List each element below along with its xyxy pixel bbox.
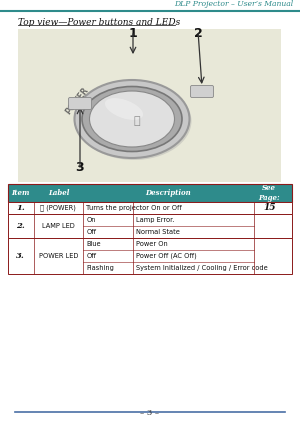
Text: 3.: 3. bbox=[16, 252, 25, 260]
Text: Power Off (AC Off): Power Off (AC Off) bbox=[136, 253, 197, 259]
Text: DLP Projector – User’s Manual: DLP Projector – User’s Manual bbox=[174, 0, 293, 8]
Text: Top view—Power buttons and LEDs: Top view—Power buttons and LEDs bbox=[18, 18, 180, 27]
Text: 2: 2 bbox=[194, 27, 202, 40]
Ellipse shape bbox=[105, 98, 143, 120]
Text: 2.: 2. bbox=[16, 222, 25, 230]
Text: ⏻ (POWER): ⏻ (POWER) bbox=[40, 205, 76, 211]
Text: – 3 –: – 3 – bbox=[140, 409, 160, 417]
Text: Off: Off bbox=[86, 253, 96, 259]
Text: Off: Off bbox=[86, 229, 96, 235]
Text: See
Page:: See Page: bbox=[259, 184, 280, 201]
Bar bbox=[8, 238, 292, 274]
Text: 1: 1 bbox=[129, 27, 137, 40]
Text: LAMP LED: LAMP LED bbox=[42, 223, 75, 229]
Ellipse shape bbox=[74, 80, 190, 158]
Ellipse shape bbox=[89, 91, 175, 147]
Text: System Initialized / Cooling / Error code: System Initialized / Cooling / Error cod… bbox=[136, 265, 268, 271]
Bar bbox=[8, 184, 292, 202]
FancyBboxPatch shape bbox=[68, 98, 92, 109]
Text: Item: Item bbox=[12, 189, 30, 197]
Text: Description: Description bbox=[146, 189, 191, 197]
Text: Turns the projector On or Off: Turns the projector On or Off bbox=[86, 205, 182, 211]
Text: 3: 3 bbox=[76, 161, 84, 174]
Ellipse shape bbox=[82, 86, 182, 151]
Bar bbox=[8, 214, 292, 238]
Text: Flashing: Flashing bbox=[86, 265, 114, 271]
Text: Normal State: Normal State bbox=[136, 229, 180, 235]
FancyBboxPatch shape bbox=[190, 86, 214, 98]
Bar bbox=[18, 29, 281, 182]
Text: 1.: 1. bbox=[16, 204, 25, 212]
Text: Power On: Power On bbox=[136, 241, 168, 247]
Text: POWER LED: POWER LED bbox=[39, 253, 78, 259]
Text: On: On bbox=[86, 217, 96, 223]
Text: Lamp Error.: Lamp Error. bbox=[136, 217, 174, 223]
Text: ⏻: ⏻ bbox=[134, 116, 140, 126]
Text: POWER: POWER bbox=[64, 86, 90, 116]
Ellipse shape bbox=[76, 82, 191, 160]
Text: Label: Label bbox=[48, 189, 69, 197]
Text: 15: 15 bbox=[263, 204, 275, 212]
Bar bbox=[8, 202, 292, 214]
Text: Blue: Blue bbox=[86, 241, 101, 247]
